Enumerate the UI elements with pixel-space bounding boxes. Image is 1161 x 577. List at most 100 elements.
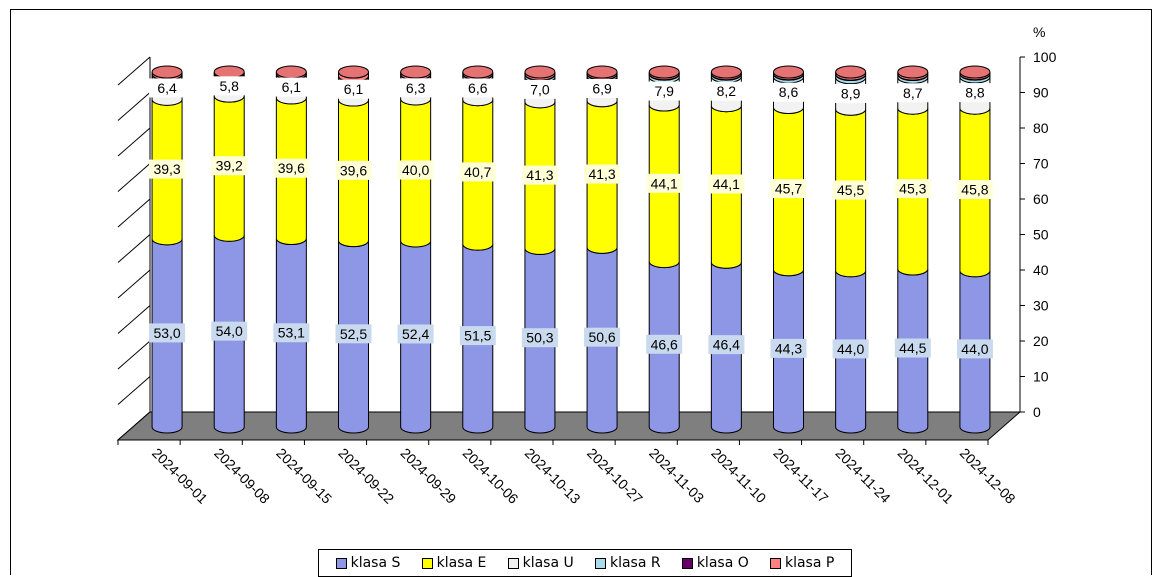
data-label-background bbox=[335, 79, 372, 99]
data-label-background bbox=[273, 158, 310, 178]
data-label: 8,7 bbox=[903, 85, 923, 101]
data-label-background bbox=[211, 156, 248, 176]
data-label: 41,3 bbox=[526, 167, 553, 183]
data-label: 39,6 bbox=[340, 162, 367, 178]
legend-item: klasa P bbox=[769, 555, 834, 571]
data-label-background bbox=[646, 173, 683, 193]
data-label-background bbox=[459, 78, 496, 98]
data-label: 45,3 bbox=[899, 181, 926, 197]
bar-stack bbox=[275, 65, 307, 434]
data-label-background bbox=[894, 83, 931, 103]
bar-stack bbox=[773, 65, 804, 434]
data-label: 45,8 bbox=[961, 182, 988, 198]
side-wall-tick bbox=[117, 269, 151, 299]
data-label-background bbox=[335, 324, 372, 344]
legend-swatch bbox=[594, 557, 606, 569]
data-label-background bbox=[335, 160, 372, 180]
x-tick-label: 2024-12-01 bbox=[895, 445, 957, 507]
y-tick-label: 40 bbox=[1033, 262, 1049, 278]
data-label-background bbox=[521, 79, 558, 99]
data-label-background bbox=[149, 323, 186, 343]
data-label: 45,5 bbox=[837, 182, 864, 198]
y-tick-label: 50 bbox=[1033, 227, 1049, 243]
data-label-background bbox=[149, 159, 186, 179]
x-tick-label: 2024-09-22 bbox=[335, 445, 397, 507]
legend-item: klasa R bbox=[594, 555, 661, 571]
data-label: 44,5 bbox=[899, 340, 926, 356]
data-label-background bbox=[770, 338, 807, 358]
data-label-background bbox=[708, 81, 745, 101]
data-label: 52,4 bbox=[402, 326, 429, 342]
data-label: 8,9 bbox=[841, 85, 861, 101]
bar-top-cap bbox=[835, 65, 867, 79]
data-label: 7,0 bbox=[530, 81, 550, 97]
side-wall-tick bbox=[117, 127, 151, 157]
bar-stack bbox=[151, 65, 183, 434]
chart-frame bbox=[10, 9, 1152, 575]
data-label: 7,9 bbox=[654, 83, 674, 99]
bar-top-cap bbox=[773, 65, 804, 79]
chart-legend: klasa S klasa E klasa U klasa R klasa O klasa… bbox=[318, 549, 852, 577]
x-tick-label: 2024-10-06 bbox=[460, 445, 522, 507]
data-label-background bbox=[894, 179, 931, 199]
legend-swatch bbox=[335, 557, 347, 569]
bar-stack bbox=[959, 65, 991, 434]
bar-stack bbox=[524, 65, 556, 434]
data-label-background bbox=[708, 174, 745, 194]
data-label: 6,4 bbox=[157, 80, 177, 96]
x-tick-label: 2024-09-01 bbox=[149, 445, 211, 507]
data-label: 51,5 bbox=[464, 328, 491, 344]
data-label: 50,3 bbox=[526, 330, 553, 346]
bar-stack bbox=[897, 65, 929, 434]
data-label-background bbox=[397, 78, 434, 98]
x-tick-label: 2024-09-08 bbox=[211, 445, 273, 507]
data-label-background bbox=[584, 164, 621, 184]
legend-item: klasa O bbox=[681, 555, 749, 571]
legend-label: klasa E bbox=[436, 555, 487, 571]
side-wall-tick bbox=[117, 56, 151, 86]
data-label: 41,3 bbox=[588, 166, 615, 182]
data-label-background bbox=[770, 82, 807, 102]
side-wall-tick bbox=[117, 340, 151, 370]
data-label: 6,1 bbox=[282, 79, 302, 95]
bar-stack bbox=[400, 65, 432, 434]
legend-item: klasa U bbox=[507, 555, 574, 571]
data-label: 44,1 bbox=[713, 176, 740, 192]
data-label: 44,3 bbox=[775, 340, 802, 356]
data-label: 39,6 bbox=[278, 160, 305, 176]
data-label-background bbox=[584, 79, 621, 99]
data-label: 5,8 bbox=[219, 78, 239, 94]
side-wall-tick bbox=[117, 376, 151, 405]
legend-label: klasa S bbox=[350, 555, 401, 571]
side-wall-tick bbox=[117, 198, 151, 228]
data-label: 46,4 bbox=[713, 337, 740, 353]
data-label: 45,7 bbox=[775, 181, 802, 197]
bar-stack bbox=[835, 65, 867, 434]
legend-label: klasa O bbox=[696, 555, 749, 571]
data-label-background bbox=[521, 328, 558, 348]
bar-top-cap bbox=[275, 65, 307, 79]
data-label-background bbox=[708, 335, 745, 355]
data-label: 39,2 bbox=[216, 158, 243, 174]
data-label-background bbox=[646, 334, 683, 354]
bar-top-cap bbox=[400, 65, 432, 79]
data-label: 6,6 bbox=[468, 80, 488, 96]
data-label: 8,2 bbox=[717, 83, 737, 99]
data-label: 6,3 bbox=[406, 80, 426, 96]
legend-swatch bbox=[421, 557, 433, 569]
x-tick-label: 2024-12-08 bbox=[957, 445, 1019, 507]
data-label-background bbox=[832, 339, 869, 359]
x-tick-label: 2024-11-24 bbox=[833, 445, 894, 506]
bar-stack bbox=[213, 65, 245, 434]
data-label-background bbox=[956, 339, 993, 359]
y-tick-label: 90 bbox=[1033, 85, 1049, 101]
bar-stack bbox=[648, 65, 680, 434]
side-wall-tick bbox=[117, 92, 151, 121]
side-wall-tick bbox=[117, 163, 151, 192]
bar-top-cap bbox=[338, 65, 369, 79]
data-label: 6,9 bbox=[592, 81, 612, 97]
bar-stack bbox=[462, 65, 494, 434]
bar-stack bbox=[710, 65, 742, 434]
x-tick-label: 2024-11-17 bbox=[770, 445, 831, 506]
